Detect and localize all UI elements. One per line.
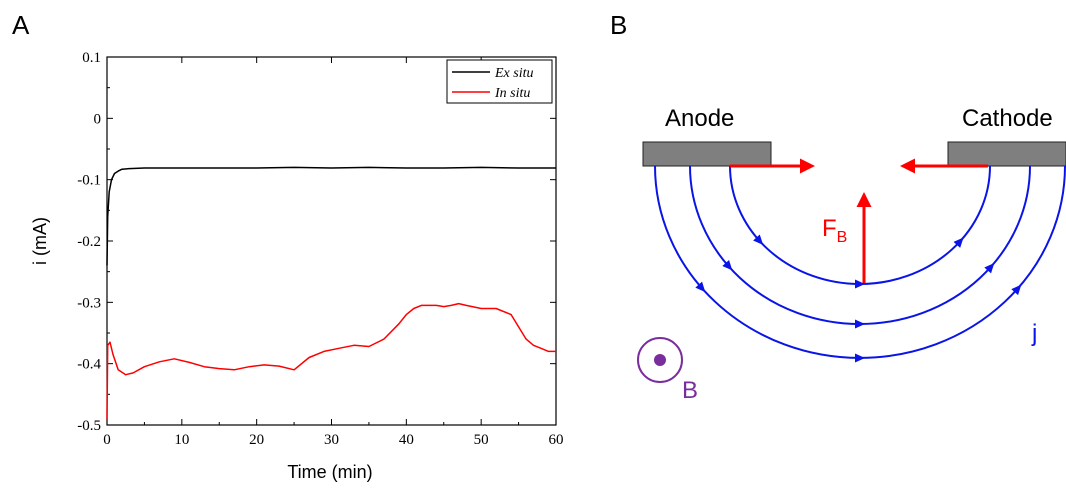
current-arrowhead — [695, 281, 706, 293]
series-line-0 — [106, 166, 556, 266]
panel-label-a: A — [12, 10, 30, 40]
y-tick-label: -0.4 — [77, 357, 101, 373]
y-tick-label: -0.1 — [77, 173, 101, 189]
current-density-label: j — [1031, 320, 1037, 347]
lorentz-force-diagram: Anode Cathode FB j B — [637, 105, 1066, 404]
current-arc-inner — [729, 165, 991, 285]
current-arrowhead — [953, 237, 964, 248]
y-tick-label: 0 — [94, 111, 102, 127]
x-tick-label: 20 — [249, 432, 264, 448]
x-tick-label: 0 — [103, 432, 111, 448]
series-line-1 — [106, 302, 556, 419]
x-tick-label: 40 — [399, 432, 414, 448]
y-axis-label: i (mA) — [30, 217, 50, 265]
y-tick-label: -0.5 — [77, 418, 101, 434]
axis-ticks — [106, 56, 557, 426]
magnetic-field-label: B — [682, 377, 698, 404]
cathode-electrode — [947, 141, 1066, 167]
anode-label: Anode — [665, 105, 734, 132]
panel-label-b: B — [610, 10, 627, 40]
legend-label-ex-situ: Ex situ — [494, 66, 534, 81]
current-arrowhead — [855, 353, 865, 363]
current-arrowhead — [984, 262, 995, 274]
series-lines — [106, 166, 556, 419]
legend-box — [446, 59, 553, 104]
x-tick-label: 30 — [324, 432, 339, 448]
legend-label-in-situ: In situ — [494, 86, 530, 101]
current-arrowhead — [855, 279, 865, 289]
current-arc-outer — [654, 165, 1066, 359]
legend: Ex situ In situ — [446, 59, 553, 104]
current-arrowhead — [1011, 284, 1022, 296]
x-tick-label: 10 — [174, 432, 189, 448]
x-axis-label: Time (min) — [287, 462, 372, 482]
magnetic-field-dot — [654, 354, 666, 366]
y-tick-label: 0.1 — [82, 50, 101, 66]
current-arrowhead — [855, 319, 865, 329]
magnetic-field-out-of-page-icon — [637, 337, 683, 383]
x-tick-label: 50 — [474, 432, 489, 448]
y-tick-label: -0.3 — [77, 295, 101, 311]
plot-frame — [106, 56, 557, 426]
tick-labels: 0 10 20 30 40 50 60 -0.5 -0.4 -0.3 -0.2 -0.1 0 0.1 — [77, 50, 563, 448]
current-arrowhead — [753, 234, 764, 245]
cathode-label: Cathode — [962, 105, 1053, 132]
anode-electrode — [642, 141, 772, 167]
current-arrowhead — [722, 259, 733, 271]
y-tick-label: -0.2 — [77, 234, 101, 250]
x-tick-label: 60 — [549, 432, 564, 448]
current-arc-middle — [689, 165, 1031, 325]
line-chart: 0 10 20 30 40 50 60 -0.5 -0.4 -0.3 -0.2 -0.1 0 0.1 Ti… — [30, 50, 564, 482]
force-label: FB — [822, 215, 847, 246]
current-direction-arrows — [695, 234, 1022, 363]
